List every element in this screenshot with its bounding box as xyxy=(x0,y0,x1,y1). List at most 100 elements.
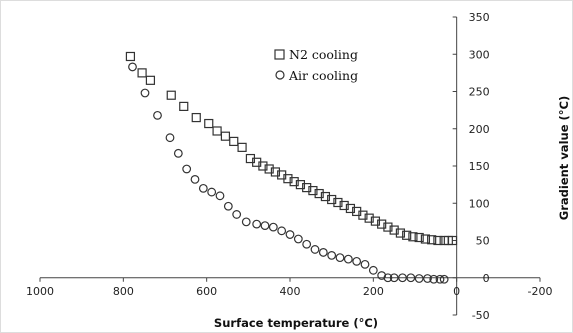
legend: N2 cooling Air cooling xyxy=(262,42,394,87)
data-point-square xyxy=(383,222,393,232)
data-point-circle xyxy=(223,201,233,211)
y-tick-label: 150 xyxy=(469,160,490,173)
plot-points xyxy=(125,51,458,284)
x-tick-label: 600 xyxy=(196,285,217,298)
data-point-square xyxy=(308,185,318,196)
data-point-square xyxy=(295,180,306,190)
data-point-square xyxy=(402,230,412,240)
data-point-circle xyxy=(327,250,337,260)
data-point-square xyxy=(204,118,214,129)
data-point-square xyxy=(433,235,443,246)
data-point-square xyxy=(414,232,424,243)
x-tick-label: 200 xyxy=(363,285,384,298)
data-point-circle xyxy=(293,234,303,244)
series-air-cooling xyxy=(128,62,449,284)
data-point-circle xyxy=(368,265,378,275)
y-tick-label: 200 xyxy=(469,123,490,136)
data-point-square xyxy=(358,210,368,220)
data-point-circle xyxy=(173,148,183,158)
data-point-square xyxy=(229,136,239,147)
data-point-circle xyxy=(268,222,278,232)
data-point-circle xyxy=(285,230,295,239)
data-point-circle xyxy=(414,274,424,283)
data-point-square xyxy=(137,68,147,78)
data-point-circle xyxy=(207,187,217,197)
data-point-square xyxy=(166,90,176,100)
data-point-circle xyxy=(335,253,345,263)
data-point-circle xyxy=(318,248,328,257)
data-point-square xyxy=(179,101,189,112)
y-tick-label: 350 xyxy=(469,11,490,24)
data-point-circle xyxy=(198,183,208,193)
data-point-square xyxy=(289,177,299,187)
data-point-square xyxy=(395,228,406,238)
data-point-square xyxy=(339,200,349,211)
data-point-circle xyxy=(389,273,399,283)
data-point-square xyxy=(333,197,343,208)
legend-label-air: Air cooling xyxy=(288,68,358,83)
data-point-square xyxy=(237,142,247,152)
y-tick-label: 250 xyxy=(469,86,490,99)
legend-entry-air: Air cooling xyxy=(275,68,358,83)
y-tick-label: 100 xyxy=(469,197,490,210)
data-point-circle xyxy=(241,217,251,227)
data-point-square xyxy=(125,51,136,62)
y-tick-labels: -50 0 50 100 150 200 250 300 350 xyxy=(469,11,490,322)
data-point-circle xyxy=(352,256,362,266)
data-point-square xyxy=(283,174,293,184)
data-point-square xyxy=(327,194,337,205)
x-axis-title: Surface temperature (°C) xyxy=(214,316,378,330)
data-point-circle xyxy=(165,133,175,143)
legend-entry-n2: N2 cooling xyxy=(274,47,358,62)
y-tick-label: -50 xyxy=(472,309,490,322)
data-point-circle xyxy=(439,274,449,284)
x-tick-label: 1000 xyxy=(26,285,54,298)
x-tick-labels: 1000 800 600 400 200 0 -200 xyxy=(26,285,552,298)
legend-circle-marker xyxy=(275,70,285,80)
data-point-square xyxy=(420,234,431,244)
data-point-circle xyxy=(302,239,312,249)
data-point-circle xyxy=(383,273,393,283)
data-point-circle xyxy=(252,219,262,229)
legend-square-marker xyxy=(274,49,285,60)
data-point-square xyxy=(302,183,312,193)
data-point-square xyxy=(145,75,156,85)
data-point-circle xyxy=(406,273,416,283)
data-point-circle xyxy=(377,271,387,280)
data-point-square xyxy=(447,235,458,246)
legend-label-n2: N2 cooling xyxy=(289,47,358,62)
data-point-square xyxy=(427,235,437,245)
data-point-square xyxy=(314,188,324,199)
data-point-circle xyxy=(215,191,225,201)
data-point-circle xyxy=(182,164,192,174)
data-point-square xyxy=(258,161,268,171)
y-tick-label: 50 xyxy=(476,235,490,248)
x-tick-label: -200 xyxy=(528,285,553,298)
data-point-circle xyxy=(140,88,150,98)
data-point-circle xyxy=(232,210,242,219)
data-point-square xyxy=(345,203,356,214)
x-tick-label: 400 xyxy=(280,285,301,298)
data-point-circle xyxy=(398,273,407,283)
data-point-circle xyxy=(429,274,439,284)
data-point-square xyxy=(191,112,201,123)
data-point-circle xyxy=(153,110,162,120)
data-point-square xyxy=(320,191,331,202)
data-point-square xyxy=(408,232,418,242)
data-point-circle xyxy=(277,226,287,236)
series-n2-cooling xyxy=(125,51,458,246)
data-point-square xyxy=(370,216,381,226)
data-point-square xyxy=(270,167,281,177)
x-tick-label: 0 xyxy=(453,285,460,298)
data-point-circle xyxy=(343,254,353,264)
data-point-circle xyxy=(360,259,370,269)
data-point-circle xyxy=(423,274,432,283)
data-point-square xyxy=(377,219,387,229)
data-point-circle xyxy=(435,274,445,284)
axes xyxy=(39,16,541,316)
data-point-circle xyxy=(260,221,270,231)
data-point-square xyxy=(389,225,399,235)
x-tick-label: 800 xyxy=(113,285,134,298)
data-point-circle xyxy=(190,175,200,184)
